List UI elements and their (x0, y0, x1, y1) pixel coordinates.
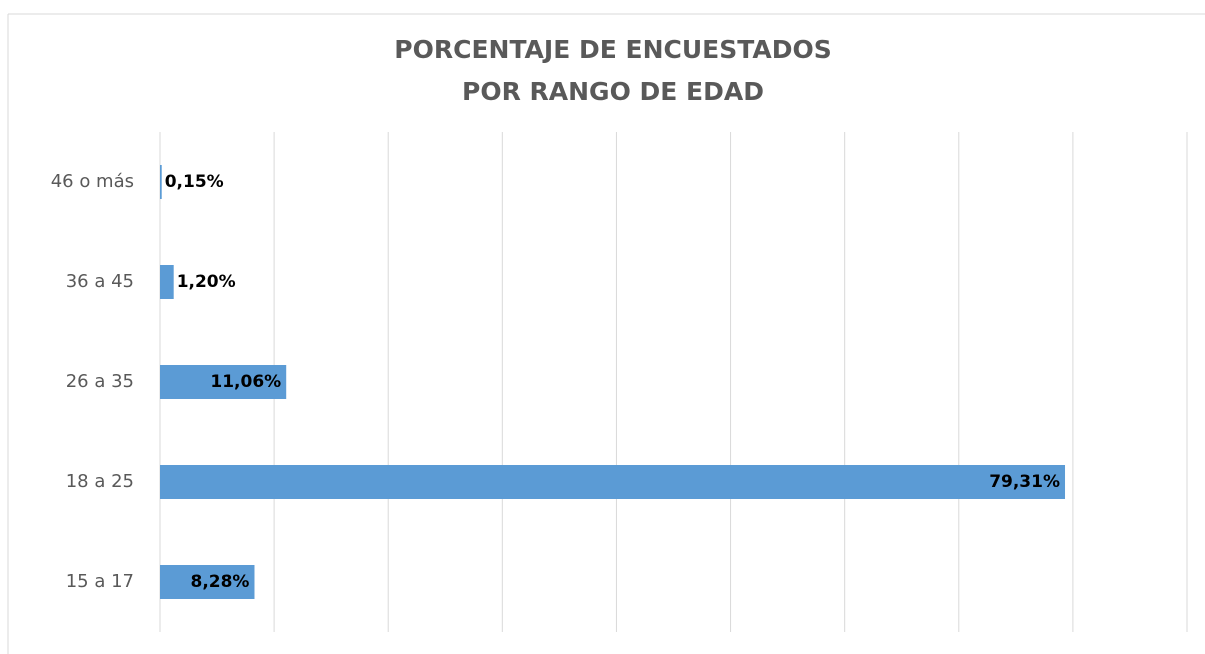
data-label: 79,31% (989, 472, 1060, 492)
bar (160, 165, 162, 199)
bar (160, 565, 255, 599)
data-label: 11,06% (210, 372, 281, 392)
data-label: 1,20% (177, 272, 236, 292)
bar (160, 365, 287, 399)
data-label: 8,28% (190, 572, 249, 592)
y-tick-label: 36 a 45 (66, 271, 134, 292)
chart-title: PORCENTAJE DE ENCUESTADOS (394, 35, 831, 64)
data-label: 0,15% (165, 172, 224, 192)
y-tick-label: 26 a 35 (66, 371, 134, 392)
bar (160, 465, 1066, 499)
y-tick-label: 46 o más (51, 171, 134, 192)
bar (160, 265, 174, 299)
y-tick-label: 18 a 25 (66, 471, 134, 492)
chart-title: POR RANGO DE EDAD (462, 77, 764, 106)
y-tick-label: 15 a 17 (66, 571, 134, 592)
